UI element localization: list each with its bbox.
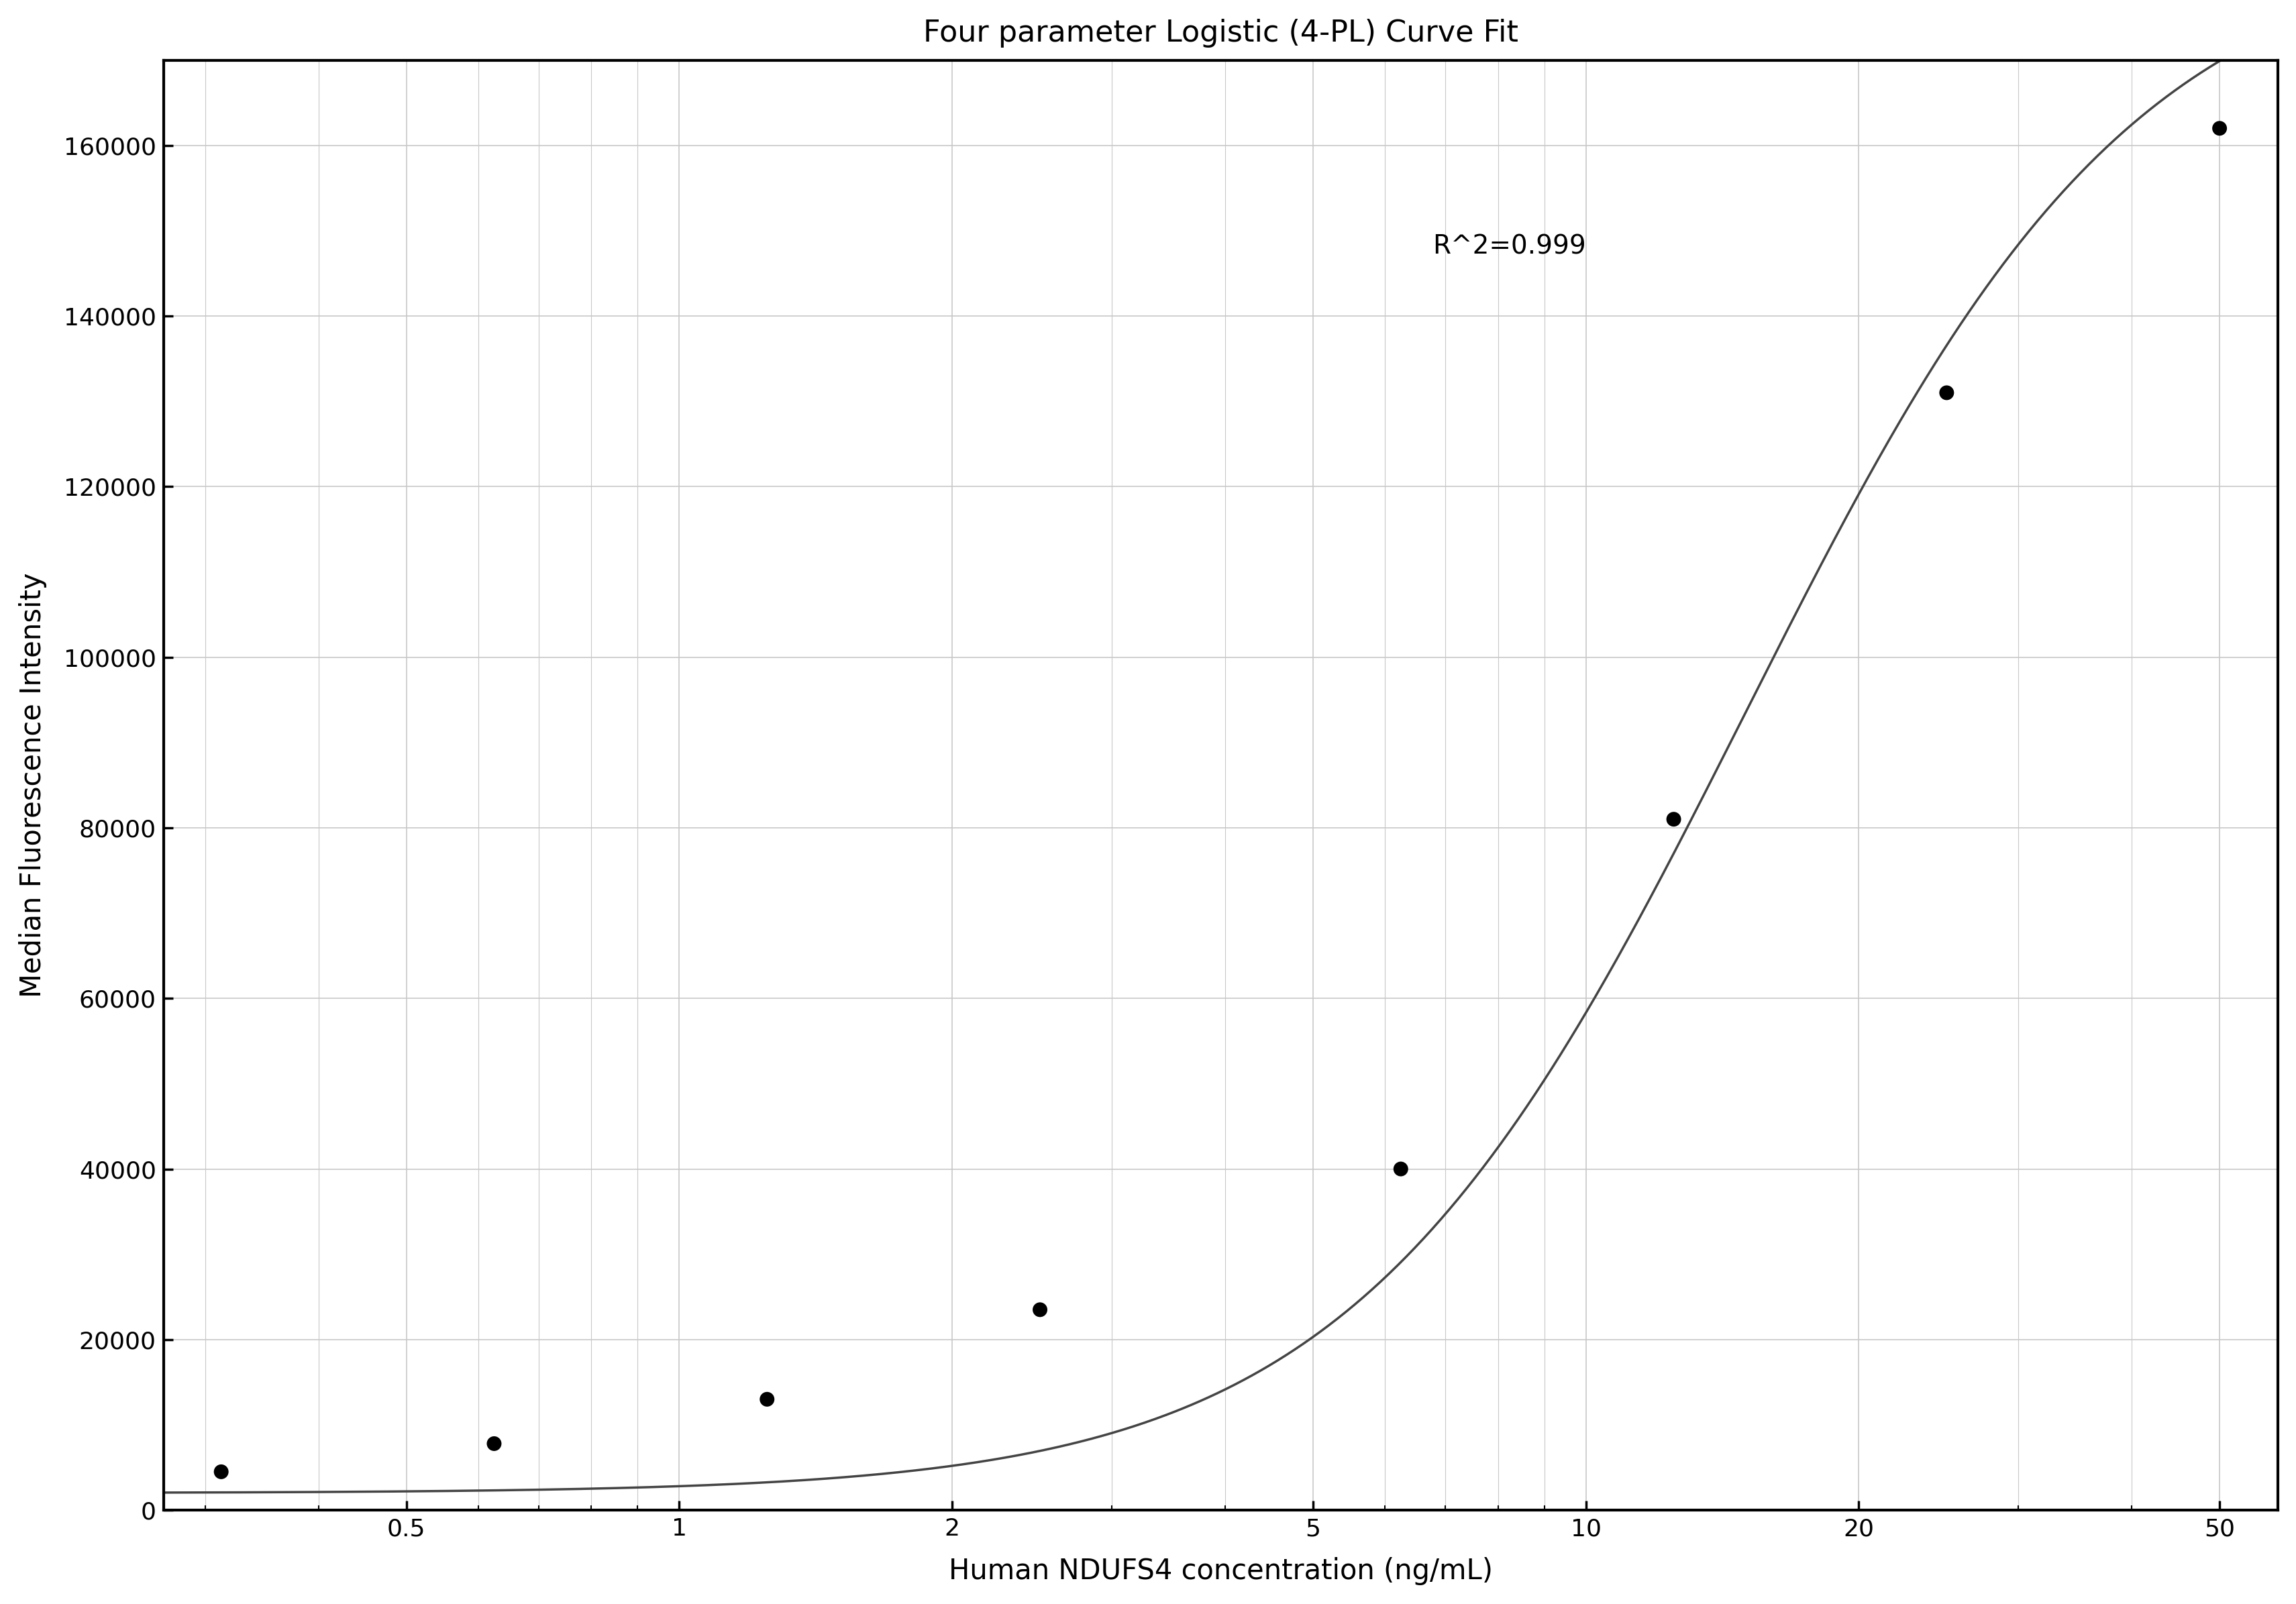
Y-axis label: Median Fluorescence Intensity: Median Fluorescence Intensity: [18, 573, 46, 998]
Point: [1382, 1156, 1419, 1182]
X-axis label: Human NDUFS4 concentration (ng/mL): Human NDUFS4 concentration (ng/mL): [948, 1557, 1492, 1585]
Text: R^2=0.999: R^2=0.999: [1433, 234, 1584, 260]
Title: Four parameter Logistic (4-PL) Curve Fit: Four parameter Logistic (4-PL) Curve Fit: [923, 19, 1518, 48]
Point: [748, 1386, 785, 1412]
Point: [202, 1460, 239, 1485]
Point: [1655, 807, 1692, 832]
Point: [1022, 1298, 1058, 1323]
Point: [2200, 115, 2236, 141]
Point: [475, 1431, 512, 1456]
Point: [1929, 380, 1965, 406]
